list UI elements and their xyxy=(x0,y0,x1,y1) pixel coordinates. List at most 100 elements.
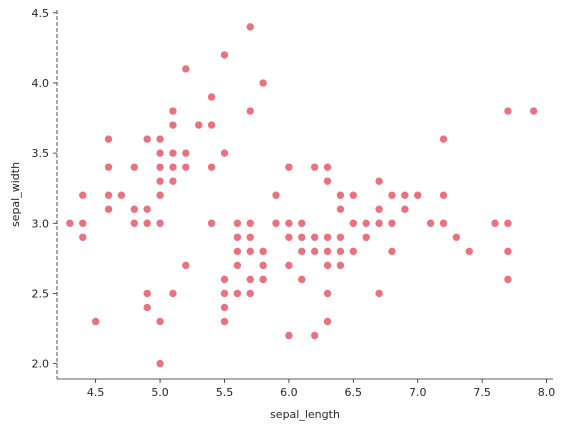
data-point xyxy=(91,317,100,326)
data-point xyxy=(258,275,268,284)
data-point xyxy=(104,190,113,200)
data-point xyxy=(168,148,178,158)
y-tick-label: 2.0 xyxy=(32,358,50,371)
data-point xyxy=(284,331,294,340)
data-point xyxy=(310,162,319,172)
data-point xyxy=(155,190,165,200)
data-point xyxy=(374,176,384,186)
data-point xyxy=(387,218,397,228)
data-point xyxy=(207,120,216,130)
data-point xyxy=(400,204,410,214)
data-point xyxy=(349,247,358,256)
data-point xyxy=(374,204,384,214)
data-point xyxy=(374,289,384,298)
data-point xyxy=(271,218,281,228)
data-point xyxy=(220,289,229,298)
x-tick-label: 5.0 xyxy=(151,386,169,399)
data-point xyxy=(233,232,242,242)
data-point xyxy=(258,261,268,270)
x-tick-label: 5.5 xyxy=(216,386,234,399)
data-point xyxy=(336,247,345,256)
data-point xyxy=(104,162,113,172)
data-point xyxy=(336,190,345,200)
data-point xyxy=(284,218,294,228)
data-point xyxy=(336,261,345,270)
x-ticks: 4.5 5.0 5.5 6.0 6.5 7.0 7.5 8.0 xyxy=(87,379,555,399)
data-point xyxy=(233,218,242,228)
data-point xyxy=(323,261,332,270)
data-point xyxy=(168,162,178,172)
data-point xyxy=(245,275,255,284)
data-point xyxy=(155,162,165,172)
data-point xyxy=(181,148,191,158)
data-point xyxy=(349,190,358,200)
data-point xyxy=(78,190,88,200)
data-point xyxy=(245,218,255,228)
data-point xyxy=(220,148,229,158)
data-point xyxy=(65,218,75,228)
data-point xyxy=(284,162,294,172)
data-point xyxy=(464,247,474,256)
data-point xyxy=(400,190,410,200)
data-point xyxy=(387,247,397,256)
data-point xyxy=(220,50,229,60)
data-point xyxy=(104,204,113,214)
x-tick-label: 7.5 xyxy=(473,386,491,399)
data-point xyxy=(503,218,513,228)
x-tick-label: 4.5 xyxy=(87,386,105,399)
data-point xyxy=(336,232,345,242)
x-tick-label: 6.5 xyxy=(345,386,363,399)
data-point xyxy=(245,22,255,32)
y-tick-label: 3.5 xyxy=(32,147,50,160)
data-point xyxy=(245,106,255,116)
data-point xyxy=(387,190,397,200)
data-point xyxy=(104,134,113,144)
data-point xyxy=(297,247,307,256)
data-point xyxy=(155,148,165,158)
data-point xyxy=(323,289,332,298)
data-point xyxy=(297,232,307,242)
data-point xyxy=(220,303,229,312)
x-tick-label: 7.0 xyxy=(409,386,427,399)
data-point xyxy=(142,289,152,298)
data-point xyxy=(503,247,513,256)
data-point xyxy=(168,106,178,116)
data-point xyxy=(310,232,319,242)
data-point xyxy=(168,120,178,130)
data-point xyxy=(361,218,371,228)
data-point xyxy=(297,218,307,228)
data-point xyxy=(117,190,126,200)
data-point xyxy=(271,190,281,200)
data-point xyxy=(439,134,448,144)
data-point xyxy=(323,162,332,172)
data-point xyxy=(233,261,242,270)
data-point xyxy=(490,218,500,228)
data-point xyxy=(207,162,216,172)
data-point xyxy=(181,261,191,270)
data-point xyxy=(155,218,165,228)
data-point xyxy=(297,275,307,284)
data-point xyxy=(168,176,178,186)
data-point xyxy=(155,317,165,326)
data-point xyxy=(361,232,371,242)
data-point xyxy=(220,275,229,284)
data-point xyxy=(310,331,319,340)
data-point xyxy=(129,204,139,214)
y-ticks: 2.0 2.5 3.0 3.5 4.0 4.5 xyxy=(32,7,57,371)
y-axis-label: sepal_width xyxy=(9,162,22,227)
data-point xyxy=(374,218,384,228)
data-points xyxy=(65,22,538,368)
data-point xyxy=(233,289,242,298)
data-point xyxy=(129,218,139,228)
data-point xyxy=(426,218,435,228)
x-axis-label: sepal_length xyxy=(270,408,340,421)
data-point xyxy=(220,317,229,326)
data-point xyxy=(181,64,191,74)
data-point xyxy=(258,78,268,88)
x-tick-label: 6.0 xyxy=(280,386,298,399)
y-tick-label: 4.0 xyxy=(32,77,50,90)
data-point xyxy=(233,247,242,256)
data-point xyxy=(439,190,448,200)
data-point xyxy=(258,247,268,256)
